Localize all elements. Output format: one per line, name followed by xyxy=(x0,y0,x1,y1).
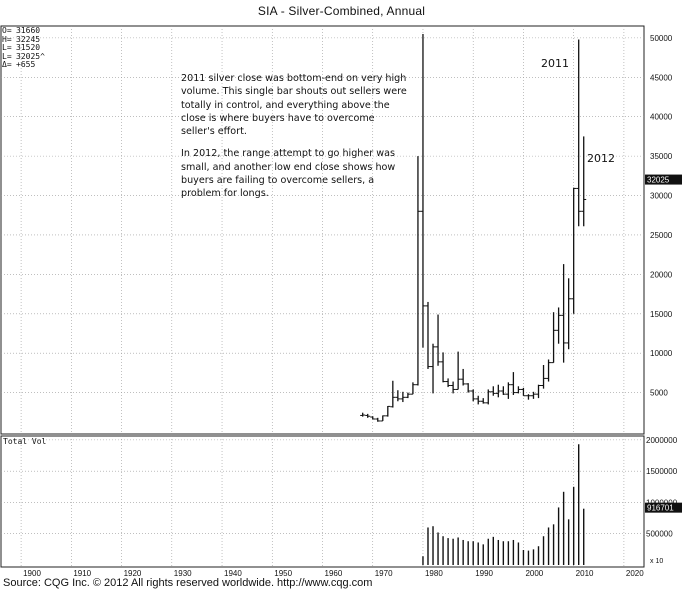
x-tick-label: 1950 xyxy=(274,569,292,578)
ohlc-value: 32025^ xyxy=(16,51,45,61)
y-tick-label: 20000 xyxy=(650,270,673,279)
volume-tick-label: 2000000 xyxy=(646,436,678,445)
ohlc-value: 32245 xyxy=(16,34,41,44)
y-tick-label: 5000 xyxy=(650,389,668,398)
x-tick-label: 1980 xyxy=(425,569,443,578)
ohlc-label: L= xyxy=(2,43,12,53)
x-tick-label: 1940 xyxy=(224,569,242,578)
ohlc-row-last: L= 32025^ xyxy=(2,51,45,62)
chart-title: SIA - Silver-Combined, Annual xyxy=(257,4,426,18)
label-2012: 2012 xyxy=(587,152,615,165)
last-volume-marker-box xyxy=(645,502,682,513)
x-tick-label: 1990 xyxy=(475,569,493,578)
ohlc-row-high: H= 32245 xyxy=(2,34,45,45)
annotation-paragraph: In 2012, the range attempt to go higher … xyxy=(181,148,396,200)
y-tick-label: 35000 xyxy=(650,152,673,161)
ohlc-row-change: Δ= +655 xyxy=(2,61,45,70)
y-tick-label: 25000 xyxy=(650,231,673,240)
last-volume-marker: 916701 xyxy=(647,504,674,513)
ohlc-row-open: O= 31660 xyxy=(2,26,45,36)
last-price-marker-box xyxy=(645,174,682,185)
x-tick-label: 1900 xyxy=(23,569,41,578)
y-tick-label: 10000 xyxy=(650,349,673,358)
ohlc-value: +655 xyxy=(16,60,36,70)
x-tick-label: 1970 xyxy=(375,569,393,578)
ohlc-row-low: L= 31520 xyxy=(2,43,45,53)
x-tick-label: 2000 xyxy=(525,569,543,578)
x-tick-label: 1960 xyxy=(325,569,343,578)
annotation-text: 2011 silver close was bottom-end on very… xyxy=(181,72,407,210)
last-price-marker: 32025 xyxy=(647,176,670,185)
volume-tick-label: 1500000 xyxy=(646,467,678,476)
source-credit: Source: CQG Inc. © 2012 All rights reser… xyxy=(3,577,373,589)
ohlc-label: O= xyxy=(2,26,12,35)
volume-multiplier-label: x 10 xyxy=(650,558,663,565)
x-tick-label: 1930 xyxy=(174,569,192,578)
axis-labels: 1900 1910 1920 1930 1940 1950 1960 1970 1980 1990… xyxy=(23,34,682,578)
annotation-paragraph: 2011 silver close was bottom-end on very… xyxy=(181,73,407,138)
x-tick-label: 2020 xyxy=(626,569,644,578)
label-2011: 2011 xyxy=(541,57,569,70)
x-tick-label: 1910 xyxy=(73,569,91,578)
volume-title: Total Vol xyxy=(3,437,47,446)
ohlc-label: H= xyxy=(2,34,12,44)
y-tick-label: 50000 xyxy=(650,34,673,43)
volume-tick-label: 500000 xyxy=(646,530,673,539)
x-tick-label: 2010 xyxy=(576,569,594,578)
ohlc-label: L= xyxy=(2,51,12,61)
ohlc-readout: O= 31660 H= 32245 L= 31520 L= 32025^ Δ= +655 xyxy=(2,26,45,70)
y-tick-label: 40000 xyxy=(650,113,673,122)
y-tick-label: 15000 xyxy=(650,310,673,319)
ohlc-value: 31660 xyxy=(16,26,41,35)
y-tick-label: 45000 xyxy=(650,73,673,82)
grid-lines xyxy=(1,26,644,567)
ohlc-value: 31520 xyxy=(16,43,41,53)
price-bars xyxy=(360,33,587,422)
y-tick-label: 30000 xyxy=(650,192,673,201)
volume-bars xyxy=(422,444,585,565)
x-tick-label: 1920 xyxy=(124,569,142,578)
ohlc-label: Δ= xyxy=(2,60,12,70)
